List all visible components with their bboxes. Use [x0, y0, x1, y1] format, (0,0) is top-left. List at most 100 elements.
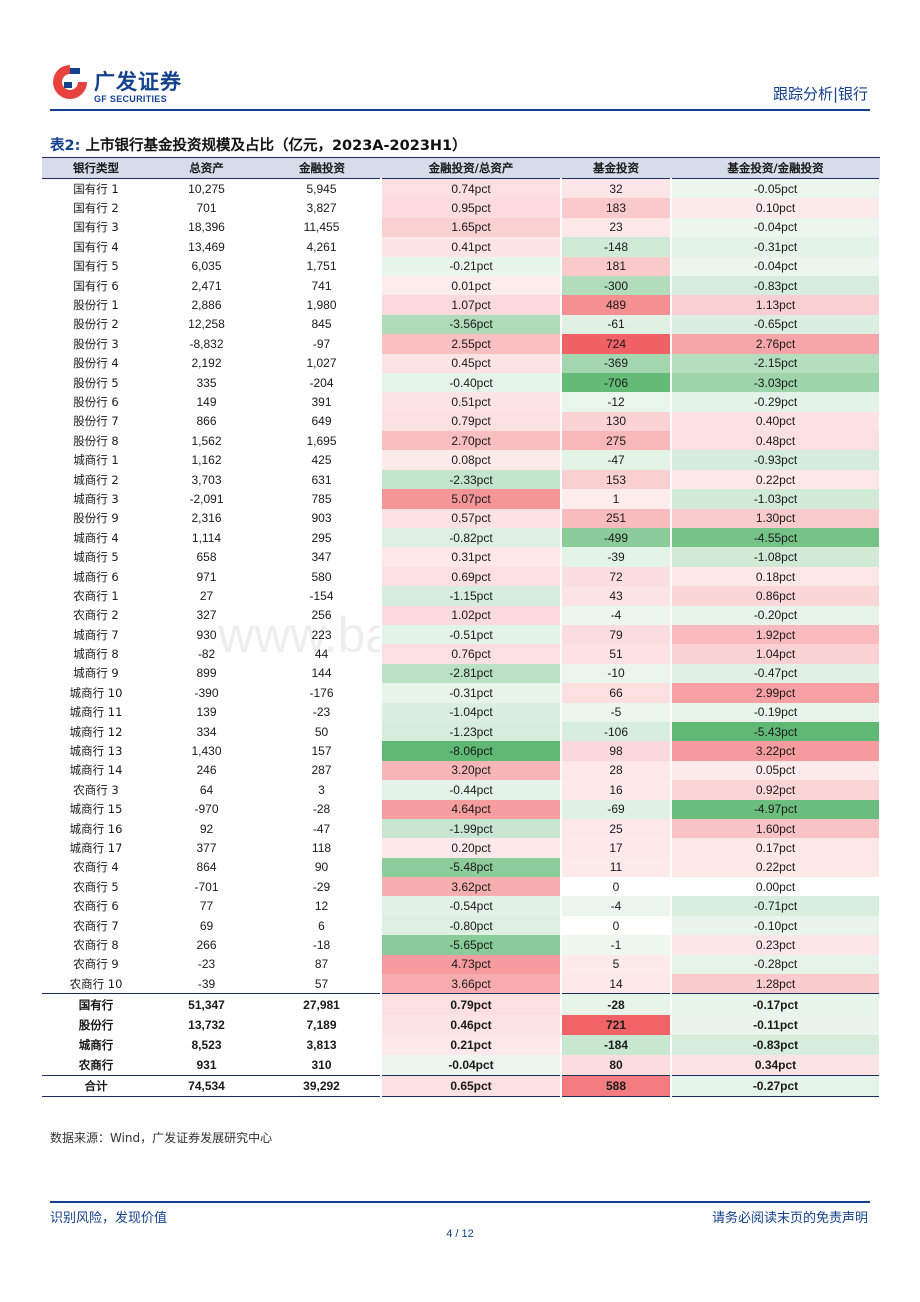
cell-bank-type: 城商行	[78, 1037, 114, 1052]
cell-fund-investment: -184	[560, 1034, 672, 1055]
cell-bank-type: 农商行 7	[73, 918, 119, 933]
table-row: 国有行 6 2,471 741 0.01pct -300 -0.83pct	[42, 275, 881, 296]
table-row: 股份行 4 2,192 1,027 0.45pct -369 -2.15pct	[42, 353, 881, 373]
cell-total-assets: 266	[196, 937, 217, 952]
cell-fund-to-fi: 0.34pct	[670, 1054, 881, 1076]
cell-bank-type: 农商行	[78, 1058, 114, 1073]
cell-fund-to-fi: -2.15pct	[670, 353, 881, 373]
cell-fund-to-fi: -0.27pct	[670, 1075, 881, 1098]
cell-fi-to-assets: 0.08pct	[380, 450, 562, 470]
cell-financial-investment: -204	[309, 375, 334, 390]
cell-fund-to-fi: -0.29pct	[670, 392, 881, 412]
cell-total-assets: 64	[199, 782, 214, 797]
cell-bank-type: 城商行 7	[73, 627, 119, 642]
table-row: 农商行 2 327 256 1.02pct -4 -0.20pct	[42, 605, 881, 625]
cell-fund-investment: 251	[560, 508, 672, 529]
cell-fund-to-fi: -1.03pct	[670, 489, 881, 509]
cell-bank-type: 城商行 1	[73, 453, 119, 468]
cell-fi-to-assets: -0.31pct	[380, 683, 562, 703]
cell-financial-investment: 295	[311, 530, 332, 545]
cell-fund-to-fi: -0.71pct	[670, 896, 881, 916]
cell-fi-to-assets: -1.23pct	[380, 721, 562, 742]
cell-financial-investment: 3,813	[306, 1037, 337, 1052]
cell-fund-to-fi: 1.28pct	[670, 974, 881, 994]
cell-fund-investment: 489	[560, 295, 672, 315]
table-row: 城商行 14 246 287 3.20pct 28 0.05pct	[42, 760, 881, 781]
cell-fund-investment: 32	[560, 178, 672, 199]
cell-fi-to-assets: 0.20pct	[380, 838, 562, 858]
cell-fund-to-fi: 0.86pct	[670, 586, 881, 606]
cell-financial-investment: 741	[311, 278, 332, 293]
table-row: 城商行 16 92 -47 -1.99pct 25 1.60pct	[42, 818, 881, 839]
cell-fund-to-fi: 1.13pct	[670, 295, 881, 315]
summary-row: 城商行 8,523 3,813 0.21pct -184 -0.83pct	[42, 1034, 881, 1055]
cell-fund-to-fi: -0.47pct	[670, 663, 881, 684]
cell-fi-to-assets: 0.79pct	[380, 993, 562, 1015]
cell-fi-to-assets: -0.40pct	[380, 372, 562, 393]
cell-financial-investment: 425	[311, 453, 332, 468]
cell-fi-to-assets: 0.51pct	[380, 392, 562, 412]
cell-total-assets: 930	[196, 627, 217, 642]
cell-bank-type: 城商行 4	[73, 530, 119, 545]
cell-financial-investment: 845	[311, 317, 332, 332]
cell-total-assets: -390	[194, 685, 219, 700]
fund-investment-table: 银行类型 总资产 金融投资 金融投资/总资产 基金投资 基金投资/金融投资 国有…	[42, 157, 881, 1098]
cell-fund-to-fi: 0.22pct	[670, 857, 881, 878]
cell-fi-to-assets: 3.62pct	[380, 877, 562, 897]
table-row: 国有行 2 701 3,827 0.95pct 183 0.10pct	[42, 198, 881, 218]
table-row: 城商行 11 139 -23 -1.04pct -5 -0.19pct	[42, 702, 881, 722]
cell-financial-investment: 12	[314, 899, 329, 914]
cell-fund-to-fi: -0.05pct	[670, 178, 881, 199]
cell-total-assets: -970	[194, 802, 219, 817]
table-row: 股份行 5 335 -204 -0.40pct -706 -3.03pct	[42, 372, 881, 393]
cell-total-assets: -82	[197, 647, 216, 662]
cell-fi-to-assets: 0.65pct	[380, 1075, 562, 1098]
cell-financial-investment: 44	[314, 647, 329, 662]
cell-total-assets: 6,035	[191, 259, 222, 274]
cell-bank-type: 城商行 5	[73, 550, 119, 565]
cell-financial-investment: 118	[311, 840, 332, 855]
cell-bank-type: 城商行 15	[69, 802, 123, 817]
cell-fund-to-fi: -0.65pct	[670, 314, 881, 335]
cell-fi-to-assets: -1.15pct	[380, 586, 562, 606]
table-row: 农商行 9 -23 87 4.73pct 5 -0.28pct	[42, 954, 881, 975]
gf-logo-icon	[53, 65, 87, 99]
cell-bank-type: 城商行 11	[69, 705, 123, 720]
table-row: 股份行 6 149 391 0.51pct -12 -0.29pct	[42, 392, 881, 412]
cell-fi-to-assets: -0.44pct	[380, 780, 562, 800]
cell-fund-to-fi: -5.43pct	[670, 721, 881, 742]
cell-financial-investment: 580	[311, 569, 332, 584]
table-title: 表2: 上市银行基金投资规模及占比（亿元，2023A-2023H1）	[50, 134, 467, 155]
cell-fund-investment: -39	[560, 547, 672, 567]
cell-total-assets: 2,316	[191, 511, 222, 526]
cell-fund-investment: 183	[560, 198, 672, 218]
cell-fund-to-fi: 0.18pct	[670, 566, 881, 587]
cell-financial-investment: 1,980	[306, 298, 337, 313]
cell-financial-investment: -47	[312, 821, 331, 836]
cell-fund-to-fi: 0.48pct	[670, 431, 881, 451]
cell-fi-to-assets: -5.48pct	[380, 857, 562, 878]
cell-fund-investment: 25	[560, 818, 672, 839]
cell-bank-type: 股份行 3	[73, 336, 119, 351]
table-row: 城商行 7 930 223 -0.51pct 79 1.92pct	[42, 624, 881, 645]
cell-financial-investment: 223	[311, 627, 332, 642]
cell-bank-type: 合计	[42, 1075, 150, 1098]
cell-bank-type: 国有行 6	[73, 278, 119, 293]
cell-financial-investment: 39,292	[263, 1075, 381, 1098]
cell-financial-investment: -29	[312, 879, 331, 894]
cell-total-assets: -2,091	[189, 491, 224, 506]
cell-financial-investment: 6	[318, 918, 325, 933]
cell-total-assets: 3,703	[191, 472, 222, 487]
cell-fund-to-fi: -0.83pct	[670, 1034, 881, 1055]
cell-bank-type: 城商行 17	[69, 840, 123, 855]
cell-fi-to-assets: -1.99pct	[380, 818, 562, 839]
cell-total-assets: 92	[199, 821, 214, 836]
cell-fi-to-assets: 2.55pct	[380, 334, 562, 354]
cell-total-assets: 335	[196, 375, 217, 390]
cell-fund-investment: -10	[560, 663, 672, 684]
cell-financial-investment: 1,027	[306, 356, 337, 371]
cell-fund-investment: -28	[560, 993, 672, 1015]
cell-financial-investment: 1,751	[306, 259, 337, 274]
cell-fund-investment: -12	[560, 392, 672, 412]
cell-financial-investment: 287	[311, 763, 332, 778]
